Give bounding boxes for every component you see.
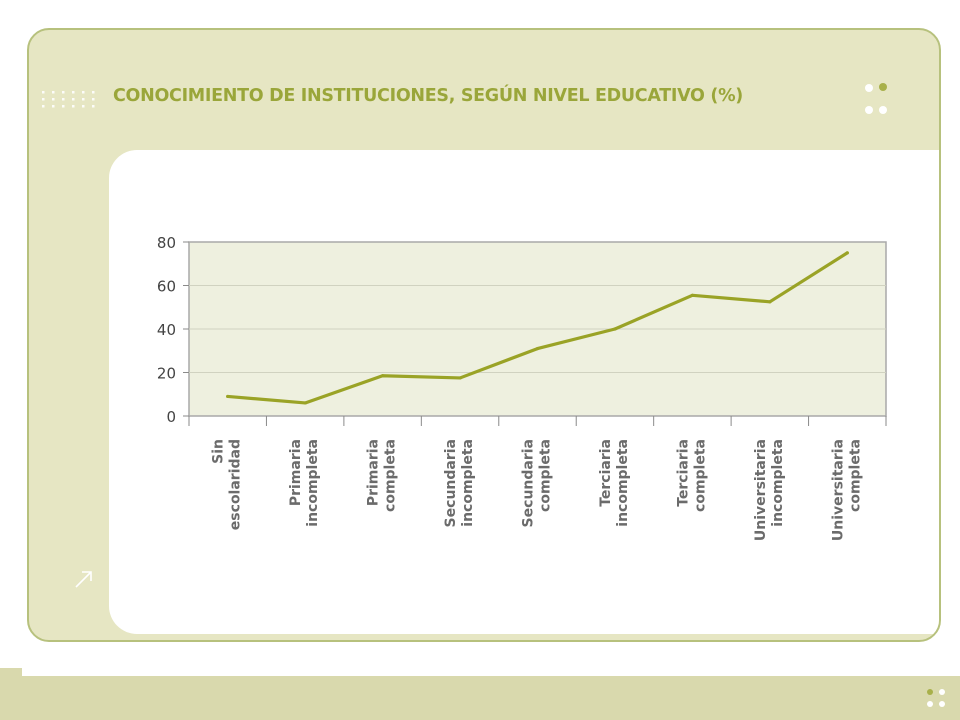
x-category-label: Universitaria completa — [830, 439, 863, 541]
four-dots-icon — [865, 83, 887, 114]
data-point — [303, 401, 307, 405]
x-category-label-line: escolaridad — [228, 439, 244, 530]
y-tick-label: 60 — [157, 278, 176, 296]
x-category-label-line: Terciaria — [675, 439, 691, 507]
data-point — [535, 346, 540, 351]
footer-notch — [0, 668, 22, 676]
x-category-label-line: incompleta — [615, 439, 631, 527]
x-category-label-line: incompleta — [460, 439, 476, 527]
x-category-label-line: Terciaria — [598, 439, 614, 507]
x-category-label: Terciaria incompleta — [598, 439, 631, 527]
dotted-grid-icon — [42, 91, 95, 108]
x-category-label-line: completa — [383, 439, 399, 512]
x-category-label-line: Primaria — [288, 439, 304, 506]
x-category-label: Sin escolaridad — [211, 439, 244, 530]
data-point — [845, 251, 849, 255]
x-category-label-line: incompleta — [305, 439, 321, 527]
data-point — [458, 376, 462, 380]
x-category-label: Terciaria completa — [675, 439, 708, 512]
x-category-label-line: completa — [538, 439, 554, 512]
x-category-label-line: completa — [692, 439, 708, 512]
x-category-label: Secundaria completa — [521, 439, 554, 527]
chart-title: CONOCIMIENTO DE INSTITUCIONES, SEGÚN NIV… — [113, 86, 744, 106]
x-category-label-line: incompleta — [770, 439, 786, 527]
x-category-label-line: Universitaria — [753, 439, 769, 541]
x-category-label: Primaria completa — [366, 439, 399, 512]
x-category-label-line: Secundaria — [521, 439, 537, 527]
y-tick-label: 0 — [166, 408, 176, 426]
x-category-label-line: Sin — [211, 439, 227, 464]
x-category-label-line: completa — [847, 439, 863, 512]
y-tick-label: 20 — [157, 365, 176, 383]
x-category-label-line: Secundaria — [443, 439, 459, 527]
data-point — [690, 293, 694, 297]
data-point — [768, 300, 772, 304]
y-tick-label: 80 — [157, 234, 176, 252]
x-category-label: Primaria incompleta — [288, 439, 321, 527]
data-point — [226, 394, 230, 399]
x-category-label: Universitaria incompleta — [753, 439, 786, 541]
x-category-label-line: Primaria — [366, 439, 382, 506]
x-category-label: Secundaria incompleta — [443, 439, 476, 527]
arrow-up-right-icon[interactable] — [73, 568, 95, 590]
footer-bar — [0, 676, 960, 720]
x-category-label-line: Universitaria — [830, 439, 846, 541]
data-point — [613, 327, 617, 331]
data-point — [381, 374, 385, 378]
four-dots-icon — [927, 689, 945, 707]
y-tick-label: 40 — [157, 321, 176, 339]
